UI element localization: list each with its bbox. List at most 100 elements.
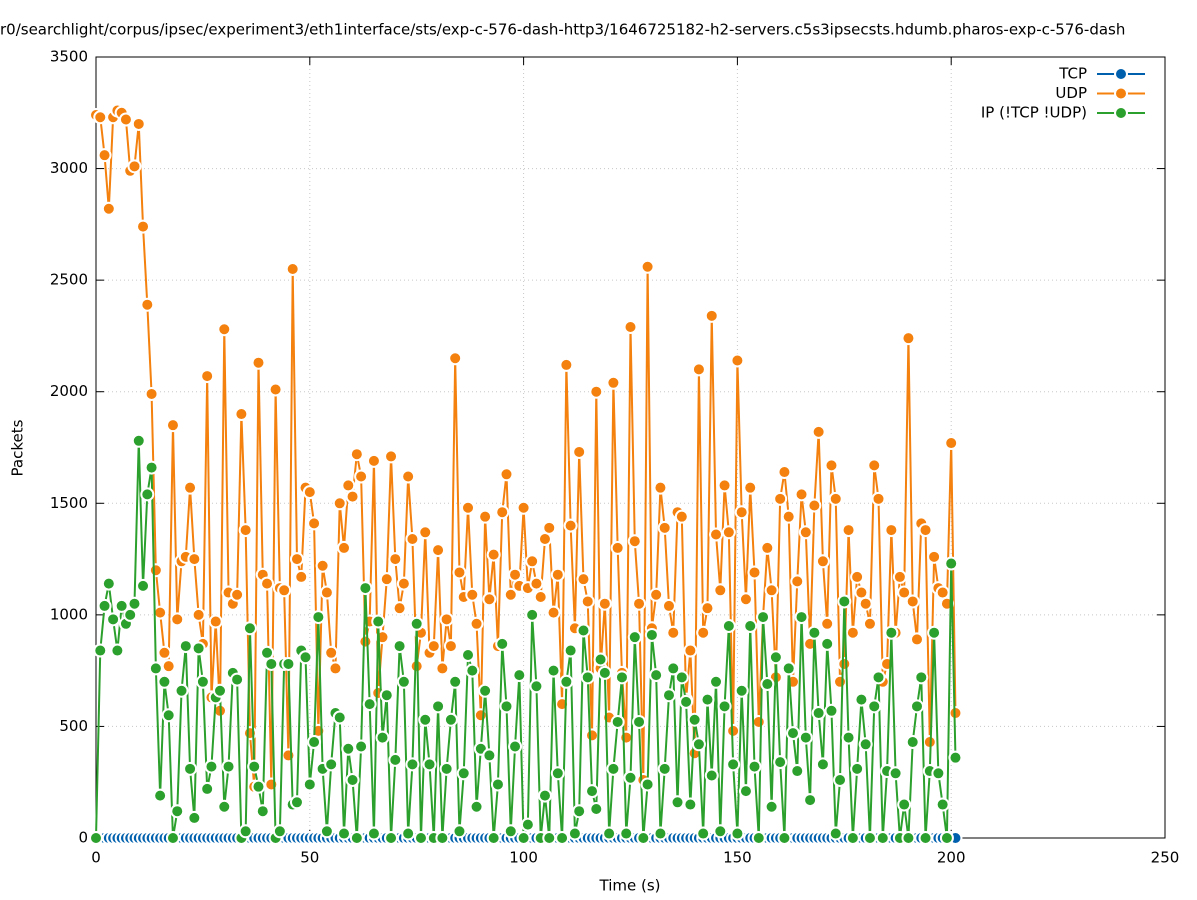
- data-point: [649, 668, 664, 683]
- data-point: [302, 485, 317, 500]
- data-point: [525, 607, 540, 622]
- data-point: [405, 757, 420, 772]
- data-point: [456, 766, 471, 781]
- data-point: [478, 509, 493, 524]
- data-point: [927, 625, 942, 640]
- data-point: [743, 480, 758, 495]
- data-point: [927, 549, 942, 564]
- data-point: [559, 357, 574, 372]
- data-point: [888, 766, 903, 781]
- data-point: [324, 645, 339, 660]
- data-point: [465, 663, 480, 678]
- legend-marker: [1114, 67, 1128, 81]
- data-point: [555, 831, 570, 845]
- data-point: [473, 708, 488, 723]
- data-point: [546, 663, 561, 678]
- data-point: [354, 739, 369, 754]
- data-point: [777, 831, 792, 845]
- x-tick-label: 250: [1151, 849, 1180, 867]
- data-point: [850, 569, 865, 584]
- data-point: [606, 375, 621, 390]
- y-tick-label: 0: [78, 829, 88, 847]
- data-point: [567, 826, 582, 841]
- data-point: [704, 768, 719, 783]
- data-point: [756, 610, 771, 625]
- data-point: [187, 552, 202, 567]
- data-point: [187, 810, 202, 825]
- legend-label: UDP: [1055, 84, 1087, 102]
- data-point: [884, 523, 899, 538]
- data-point: [781, 661, 796, 676]
- data-point: [200, 781, 215, 796]
- data-point: [884, 625, 899, 640]
- data-point: [931, 766, 946, 781]
- legend-label: IP (!TCP !UDP): [981, 104, 1087, 122]
- data-point: [529, 679, 544, 694]
- data-point: [824, 703, 839, 718]
- data-point: [602, 826, 617, 841]
- data-point: [431, 699, 446, 714]
- data-point: [525, 554, 540, 569]
- data-point: [798, 525, 813, 540]
- data-point: [790, 764, 805, 779]
- data-point: [661, 598, 676, 613]
- data-point: [674, 509, 689, 524]
- data-point: [277, 583, 292, 598]
- data-point: [200, 369, 215, 384]
- data-point: [837, 594, 852, 609]
- data-point: [820, 636, 835, 651]
- x-tick-label: 0: [91, 849, 101, 867]
- y-tick-label: 3500: [50, 48, 88, 66]
- data-point: [426, 639, 441, 654]
- data-point: [649, 587, 664, 602]
- data-point: [195, 674, 210, 689]
- data-point: [653, 480, 668, 495]
- data-point: [221, 759, 236, 774]
- data-point: [238, 824, 253, 839]
- data-point: [640, 777, 655, 792]
- data-point: [580, 670, 595, 685]
- data-point: [140, 297, 155, 312]
- data-point: [302, 777, 317, 792]
- data-point: [337, 826, 352, 841]
- data-point: [234, 407, 249, 422]
- data-point: [768, 650, 783, 665]
- data-point: [384, 831, 399, 845]
- data-point: [341, 741, 356, 756]
- data-point: [833, 772, 848, 787]
- data-point: [307, 735, 322, 750]
- data-point: [773, 755, 788, 770]
- data-point: [264, 777, 279, 792]
- data-point: [490, 777, 505, 792]
- data-point: [170, 804, 185, 819]
- data-point: [439, 612, 454, 627]
- data-point: [251, 779, 266, 794]
- data-point: [405, 531, 420, 546]
- data-point: [709, 674, 724, 689]
- data-point: [486, 831, 501, 845]
- data-point: [375, 730, 390, 745]
- data-point: [110, 643, 125, 658]
- data-point: [661, 688, 676, 703]
- data-point: [345, 489, 360, 504]
- data-point: [533, 590, 548, 605]
- data-point: [862, 616, 877, 631]
- data-point: [208, 614, 223, 629]
- data-point: [495, 636, 510, 651]
- data-point: [465, 587, 480, 602]
- data-point: [550, 766, 565, 781]
- data-point: [127, 596, 142, 611]
- chart-title: r0/searchlight/corpus/ipsec/experiment3/…: [0, 21, 1125, 39]
- data-point: [597, 665, 612, 680]
- data-point: [469, 799, 484, 814]
- data-point: [858, 737, 873, 752]
- data-point: [512, 668, 527, 683]
- data-point: [238, 523, 253, 538]
- data-point: [542, 831, 557, 845]
- data-point: [217, 799, 232, 814]
- data-point: [687, 712, 702, 727]
- data-point: [803, 793, 818, 808]
- data-point: [563, 643, 578, 658]
- y-tick-label: 1500: [50, 494, 88, 512]
